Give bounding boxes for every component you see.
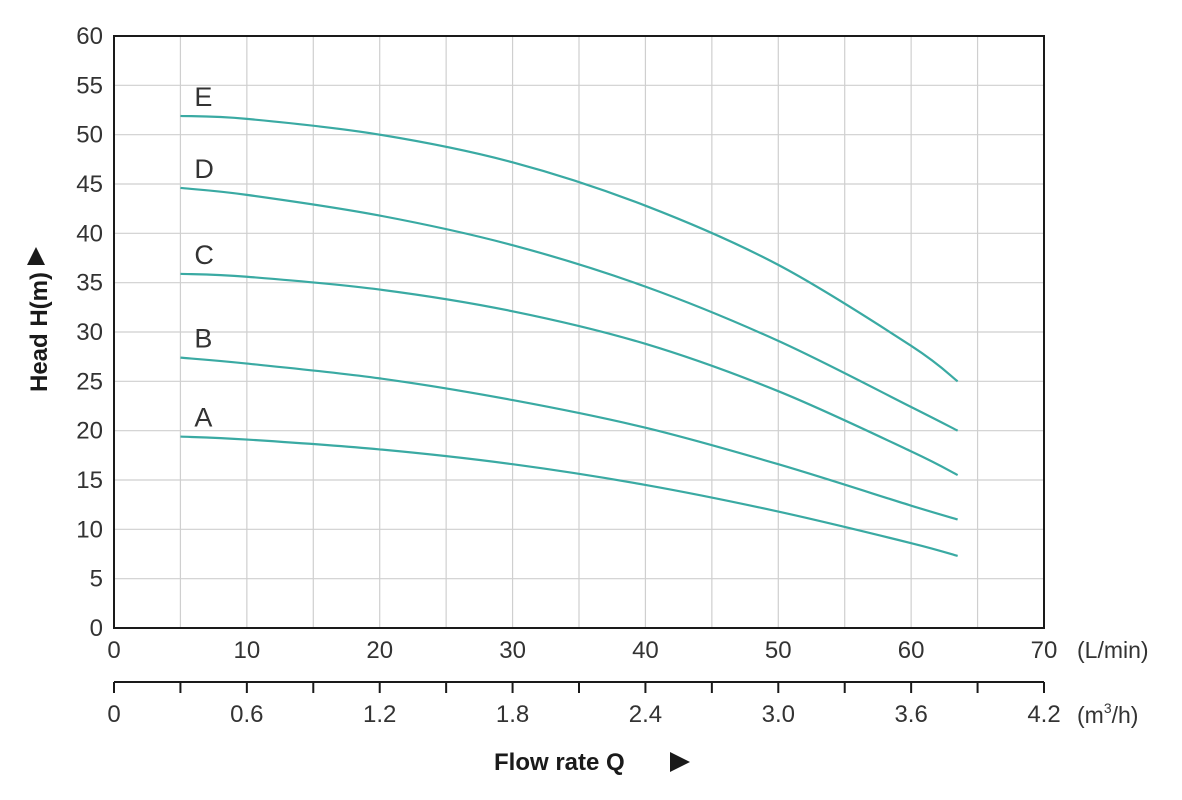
y-tick-labels: 0 5 10 15 20 25 30 35 40 45 50 55 60 — [76, 23, 103, 642]
curve-B — [180, 356, 958, 521]
curve-label-C: C — [194, 240, 214, 270]
y-tick-label: 10 — [76, 516, 103, 543]
curves — [180, 114, 959, 558]
x-tick-label-m3h: 0 — [107, 701, 120, 728]
y-tick-label: 0 — [90, 615, 103, 642]
x-tick-label-m3h: 4.2 — [1027, 701, 1060, 728]
y-tick-label: 30 — [76, 319, 103, 346]
curve-label-D: D — [194, 154, 214, 184]
x-tick-label-m3h: 3.6 — [894, 701, 927, 728]
x-tick-label-lpm: 20 — [366, 637, 393, 664]
x-tick-label-m3h: 0.6 — [230, 701, 263, 728]
y-axis-title: Head H(m) — [26, 272, 53, 392]
curve-D — [180, 186, 959, 432]
x-tick-label-lpm: 0 — [107, 637, 120, 664]
y-axis-title-group: Head H(m) — [26, 272, 53, 392]
curve-labels: A B C D E — [194, 82, 214, 433]
y-tick-label: 50 — [76, 122, 103, 149]
x-tick-label-m3h: 1.8 — [496, 701, 529, 728]
x-tick-label-lpm: 50 — [765, 637, 792, 664]
x-unit-lpm: (L/min) — [1077, 637, 1149, 663]
x-tick-label-lpm: 70 — [1031, 637, 1058, 664]
x-tick-label-lpm: 10 — [234, 637, 261, 664]
y-tick-label: 20 — [76, 418, 103, 445]
x-tick-label-m3h: 3.0 — [762, 701, 795, 728]
x-tick-label-lpm: 30 — [499, 637, 526, 664]
y-tick-label: 15 — [76, 467, 103, 494]
x-unit-m3h-sup: 3 — [1104, 700, 1112, 716]
x-unit-m3h-suffix: /h) — [1112, 702, 1139, 728]
y-tick-label: 55 — [76, 72, 103, 99]
x-tick-label-m3h: 2.4 — [629, 701, 662, 728]
x-tick-labels-m3h: 0 0.6 1.2 1.8 2.4 3.0 3.6 4.2 — [107, 682, 1061, 728]
y-tick-label: 45 — [76, 171, 103, 198]
x-unit-m3h: (m3/h) — [1077, 700, 1138, 728]
x-tick-label-lpm: 60 — [898, 637, 925, 664]
curve-A — [180, 435, 958, 558]
y-axis-arrow-icon — [27, 247, 45, 265]
x-tick-labels-lpm: 0 10 20 30 40 50 60 70 — [107, 637, 1057, 664]
x-unit-m3h-prefix: (m — [1077, 702, 1104, 728]
x-tick-label-lpm: 40 — [632, 637, 659, 664]
y-tick-label: 35 — [76, 270, 103, 297]
curve-C — [180, 272, 959, 477]
x-axis-arrow-icon — [670, 752, 690, 772]
curve-label-B: B — [194, 324, 212, 354]
y-tick-label: 60 — [76, 23, 103, 50]
y-tick-label: 25 — [76, 368, 103, 395]
plot-frame — [113, 35, 1045, 629]
y-tick-label: 5 — [90, 566, 103, 593]
x-axis-title: Flow rate Q — [494, 749, 625, 776]
y-tick-label: 40 — [76, 220, 103, 247]
x-tick-label-m3h: 1.2 — [363, 701, 396, 728]
curve-E — [180, 114, 959, 383]
grid — [114, 36, 1044, 628]
curve-label-A: A — [194, 403, 212, 433]
curve-label-E: E — [194, 82, 212, 112]
